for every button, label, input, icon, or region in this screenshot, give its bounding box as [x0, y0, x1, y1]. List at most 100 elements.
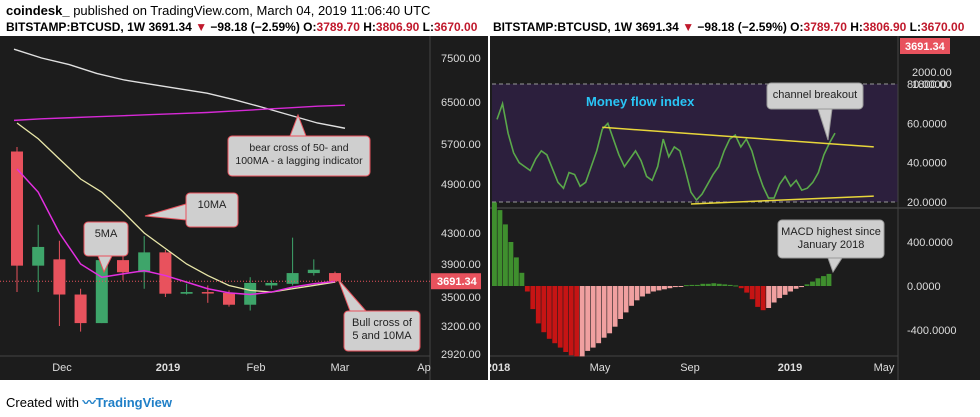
- macd-bar: [645, 286, 651, 294]
- right-low-label: L:: [909, 20, 921, 34]
- y-tick-label: 2920.00: [441, 349, 481, 361]
- right-change: −98.18 (−2.59%): [697, 20, 787, 34]
- macd-bar: [535, 286, 541, 324]
- price-chart-svg[interactable]: 7500.00 6500.00 5700.00 4900.00 4300.00 3900.…: [0, 36, 488, 380]
- x-tick-label: Feb: [247, 362, 266, 374]
- x-tick-label: May: [590, 362, 611, 374]
- macd-bar: [804, 284, 810, 286]
- x-tick-label: Ap: [417, 362, 430, 374]
- macd-bar: [530, 286, 536, 310]
- publish-text: published on TradingView.com, March 04, …: [69, 3, 431, 18]
- macd-bar: [810, 281, 815, 286]
- callout-10ma-text: 10MA: [198, 199, 227, 211]
- macd-bar: [777, 286, 783, 299]
- left-symbol-info: BITSTAMP:BTCUSD, 1W 3691.34 ▼ −98.18 (−2…: [6, 20, 477, 34]
- down-arrow-icon: ▼: [682, 20, 695, 34]
- footer: Created with 〰TradingView: [6, 392, 172, 411]
- macd-bar: [563, 286, 569, 352]
- mfi-y-tick-label: 40.0000: [907, 158, 947, 170]
- macd-bar: [705, 283, 711, 286]
- left-high-value: 3806.90: [375, 20, 420, 34]
- indicator-chart-panel[interactable]: 20.0000 40.0000 60.0000 80.0000 3691.34 2000.…: [486, 36, 980, 380]
- y-tick-label: 3500.00: [441, 292, 481, 304]
- candle-body: [201, 292, 214, 294]
- right-symbol: BITSTAMP:BTCUSD, 1W: [493, 20, 633, 34]
- macd-bar: [623, 286, 629, 313]
- x-tick-label: Dec: [52, 362, 72, 374]
- publisher-name[interactable]: coindesk_: [6, 3, 70, 18]
- macd-bar: [700, 283, 706, 286]
- macd-bar: [782, 286, 788, 295]
- indicator-chart-svg[interactable]: 20.0000 40.0000 60.0000 80.0000 3691.34 2000.…: [486, 36, 980, 380]
- callout-macd-high-text: January 2018: [798, 239, 865, 251]
- macd-bar: [601, 286, 607, 338]
- macd-bar: [568, 286, 574, 356]
- macd-bar: [749, 286, 755, 300]
- price-chart-panel[interactable]: 7500.00 6500.00 5700.00 4900.00 4300.00 3900.…: [0, 36, 488, 380]
- macd-bar: [513, 257, 519, 286]
- macd-bar: [640, 286, 645, 297]
- callout-channel-breakout-box: [766, 82, 864, 110]
- right-price-label: 3691.34: [905, 41, 946, 53]
- macd-bar: [694, 284, 700, 286]
- candle-body: [53, 259, 66, 295]
- macd-bar: [683, 285, 689, 287]
- callout-5ma-text: 5MA: [95, 228, 118, 240]
- macd-bar: [590, 286, 596, 348]
- macd-bar: [497, 210, 503, 286]
- macd-bar: [727, 284, 733, 286]
- macd-bar: [815, 278, 821, 286]
- right-open-value: 3789.70: [803, 20, 847, 34]
- created-with-label: Created with: [6, 395, 79, 410]
- macd-y-tick-label: 400.0000: [907, 237, 953, 249]
- callout-macd-high-box: [777, 219, 885, 259]
- callout-5ma: 5MA: [83, 221, 129, 274]
- right-open-label: O:: [790, 20, 804, 34]
- ma100-line: [13, 104, 346, 122]
- macd-bar: [733, 285, 739, 287]
- candle-body: [74, 294, 87, 324]
- left-last: 3691.34: [148, 20, 192, 34]
- tradingview-brand[interactable]: TradingView: [95, 395, 172, 410]
- macd-bar: [672, 286, 678, 288]
- macd-bar: [541, 286, 547, 333]
- macd-bar: [678, 286, 684, 287]
- tradingview-logo-icon: 〰: [82, 395, 96, 410]
- callout-bull-cross-box: [343, 310, 421, 352]
- macd-bar: [821, 276, 826, 286]
- candle-body: [11, 151, 23, 266]
- macd-bar: [711, 283, 717, 286]
- callout-10ma: 10MA: [144, 192, 239, 228]
- left-low-value: 3670.00: [433, 20, 478, 34]
- macd-bar: [585, 286, 591, 351]
- macd-bar: [755, 286, 761, 307]
- macd-bar: [651, 286, 656, 292]
- callout-bear-cross-text: 100MA - a lagging indicator: [235, 155, 363, 167]
- macd-bar: [502, 224, 508, 286]
- candle-body: [180, 292, 193, 294]
- ma50-line: [13, 48, 346, 129]
- chart-header: coindesk_ published on TradingView.com, …: [0, 0, 980, 36]
- callout-channel-breakout: channel breakout: [766, 82, 864, 141]
- ma5-line: [16, 168, 336, 296]
- candle-body: [117, 260, 129, 273]
- right-last: 3691.34: [635, 20, 679, 34]
- macd-bar: [557, 286, 563, 348]
- x-tick-label: 2019: [778, 362, 802, 374]
- callout-bull-cross-text: Bull cross of: [352, 317, 413, 329]
- right-symbol-info: BITSTAMP:BTCUSD, 1W 3691.34 ▼ −98.18 (−2…: [493, 20, 964, 34]
- macd-bar: [689, 284, 695, 286]
- macd-bar: [612, 286, 618, 327]
- y-tick-label: 6500.00: [441, 97, 481, 109]
- y-tick-label: 5700.00: [441, 139, 481, 151]
- left-open-label: O:: [303, 20, 317, 34]
- y-tick-label: 4900.00: [441, 179, 481, 191]
- macd-y-tick-label: 0.0000: [907, 281, 941, 293]
- right-scale-label: 1800.00: [912, 79, 952, 91]
- trendline: [690, 195, 874, 205]
- macd-bar: [656, 286, 662, 291]
- left-change: −98.18 (−2.59%): [210, 20, 300, 34]
- last-price-badge: [431, 273, 481, 290]
- candle-body: [286, 273, 299, 284]
